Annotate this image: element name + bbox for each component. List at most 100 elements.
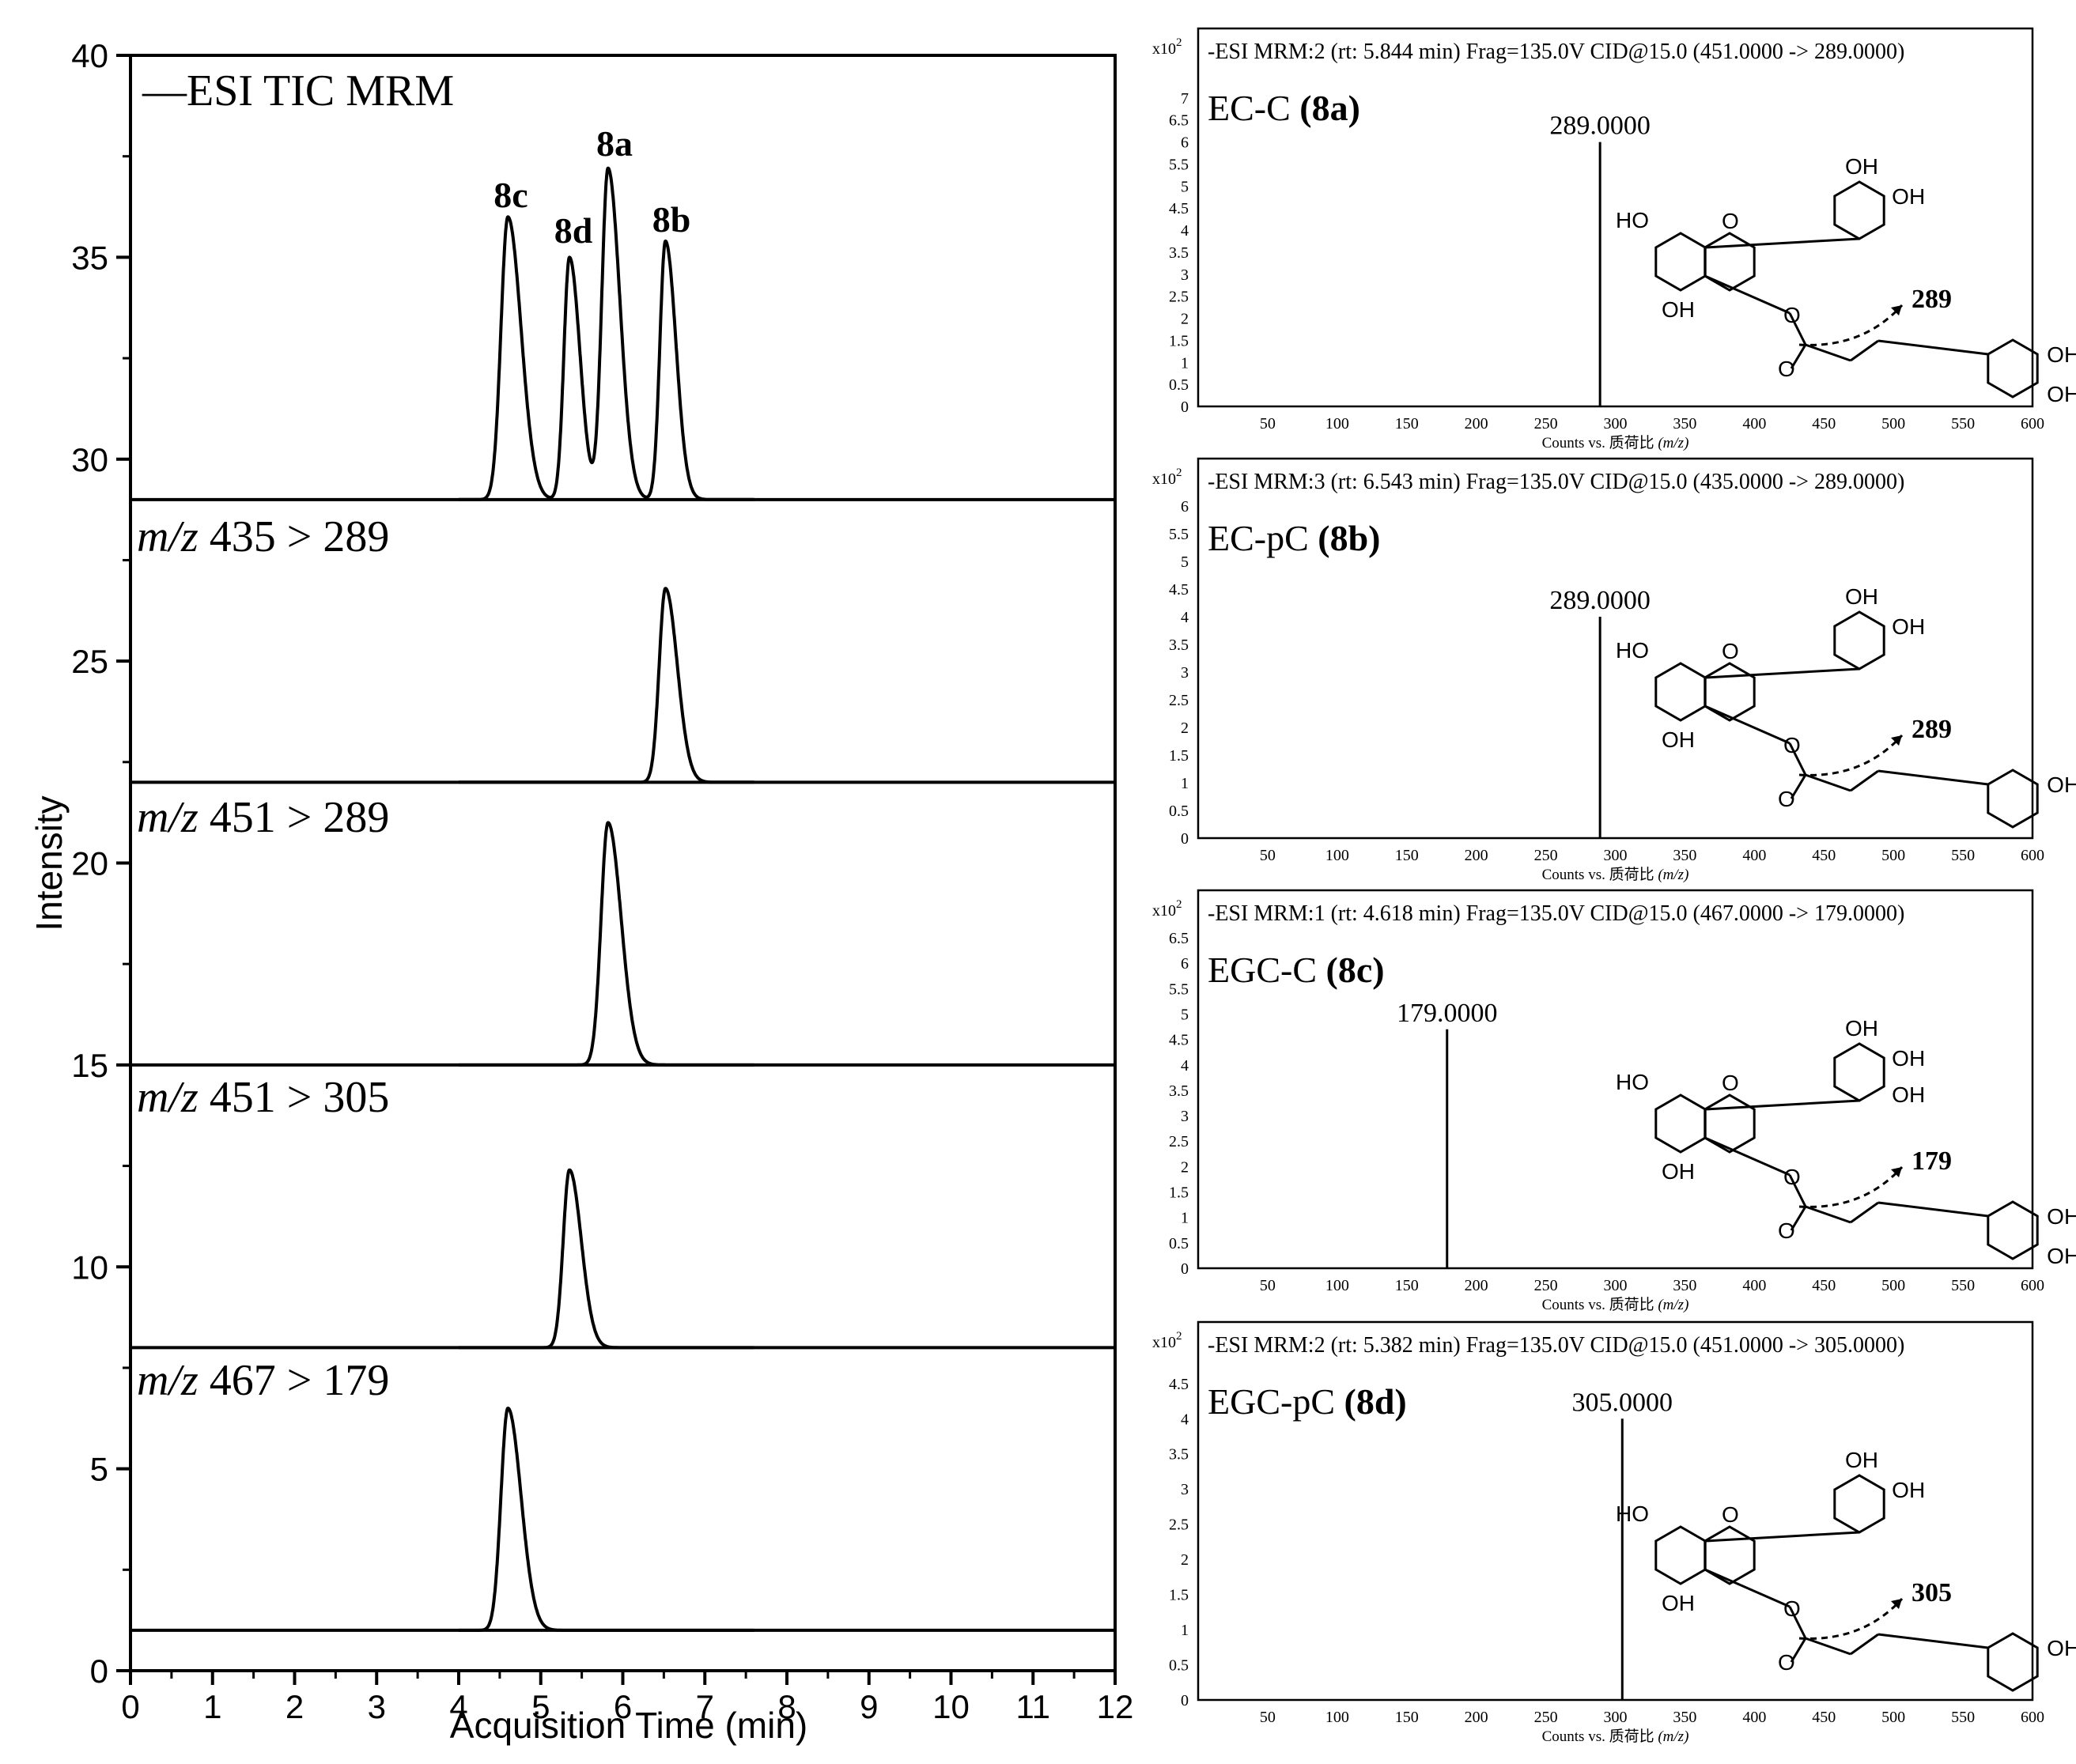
a-ring xyxy=(1654,232,1707,292)
spectrum-y-tick-label: 1.5 xyxy=(1169,1587,1189,1604)
carbonyl-oxygen-label: O xyxy=(1778,787,1795,811)
spectrum-header: -ESI MRM:2 (rt: 5.844 min) Frag=135.0V C… xyxy=(1208,40,1904,64)
x-tick-label: 1 xyxy=(203,1688,221,1725)
spectrum-x-tick-label: 500 xyxy=(1881,847,1905,864)
spectrum-y-tick-label: 4 xyxy=(1181,609,1189,626)
spectrum-y-tick-label: 3 xyxy=(1181,1481,1189,1498)
spectrum-x-tick-label: 300 xyxy=(1604,847,1628,864)
spectrum-y-tick-label: 2.5 xyxy=(1169,692,1189,709)
peak-label-8c: 8c xyxy=(493,175,528,215)
bond-line xyxy=(1877,1201,1989,1218)
compound-name: EGC-pC (8d) xyxy=(1208,1381,1407,1422)
fragmentation-arrow xyxy=(1798,1597,1904,1640)
trace-line xyxy=(457,1168,756,1350)
fragment-mass-label: 289 xyxy=(1912,715,1952,744)
spectrum-x-axis-label: Counts vs. 质荷比 (m/z) xyxy=(1542,1728,1689,1745)
spectrum-y-tick-label: 6.5 xyxy=(1169,930,1189,947)
ester-oxygen-label: O xyxy=(1783,303,1801,327)
spectrum-header: -ESI MRM:2 (rt: 5.382 min) Frag=135.0V C… xyxy=(1208,1333,1904,1358)
structure-atom-label: OH xyxy=(1892,184,1925,209)
spectrum-x-axis-label: Counts vs. 质荷比 (m/z) xyxy=(1542,1296,1689,1313)
x-tick-label: 3 xyxy=(368,1688,386,1725)
x-tick-label: 4 xyxy=(449,1688,467,1725)
spectrum-y-tick-label: 4.5 xyxy=(1169,1376,1189,1393)
fragmentation-arrow xyxy=(1798,304,1904,346)
structure-atom-label: OH xyxy=(1845,154,1878,179)
c-ring xyxy=(1704,1094,1756,1154)
spectrum-x-tick-label: 150 xyxy=(1395,1277,1419,1294)
spectrum-y-tick-label: 0 xyxy=(1181,1260,1189,1278)
spectrum-x-tick-label: 50 xyxy=(1260,1277,1276,1294)
spectrum-y-tick-label: 2 xyxy=(1181,1158,1189,1176)
spectrum-y-tick-label: 6 xyxy=(1181,955,1189,973)
y-tick-label: 30 xyxy=(71,441,108,478)
spectrum-y-tick-label: 3.5 xyxy=(1169,1082,1189,1100)
c-ring xyxy=(1704,662,1756,722)
x-tick-label: 6 xyxy=(614,1688,632,1725)
spectrum-header: -ESI MRM:1 (rt: 4.618 min) Frag=135.0V C… xyxy=(1208,901,1904,926)
spectrum-y-tick-label: 4.5 xyxy=(1169,1032,1189,1049)
spectrum-x-tick-label: 550 xyxy=(1951,415,1975,433)
spectrum-y-tick-label: 4 xyxy=(1181,1411,1189,1428)
bond-line xyxy=(1704,1136,1791,1177)
ester-oxygen-label: O xyxy=(1783,1596,1801,1621)
x-axis-ticks: 0 1 2 3 4 5 6 7 8 9 10 11 12 xyxy=(121,1671,1133,1725)
bond-line xyxy=(1850,1201,1879,1224)
carbonyl-oxygen-label: O xyxy=(1778,357,1795,381)
fragmentation-arrowhead xyxy=(1891,305,1902,315)
spectrum-y-tick-label: 2 xyxy=(1181,311,1189,328)
spectrum-x-tick-label: 100 xyxy=(1325,415,1349,433)
acyl-ring xyxy=(1987,338,2039,399)
structure-atom-label: OH xyxy=(2047,1244,2076,1268)
spectrum-y-tick-label: 0.5 xyxy=(1169,1235,1189,1252)
spectrum-x-tick-label: 500 xyxy=(1881,1709,1905,1726)
spectrum-x-tick-label: 200 xyxy=(1465,1709,1488,1726)
y-exponent-label: x102 xyxy=(1152,1330,1182,1351)
spectrum-x-tick-label: 50 xyxy=(1260,847,1276,864)
structure-atom-label: OH xyxy=(1662,297,1695,322)
spectrum-y-tick-label: 0.5 xyxy=(1169,376,1189,394)
spectrum-y-tick-label: 1 xyxy=(1181,775,1189,792)
y-tick-label: 10 xyxy=(71,1248,108,1286)
y-tick-label: 40 xyxy=(71,37,108,74)
fragment-mass-label: 179 xyxy=(1912,1146,1952,1176)
spectrum-y-tick-label: 1.5 xyxy=(1169,747,1189,765)
spectrum-y-tick-label: 5.5 xyxy=(1169,980,1189,998)
b-ring xyxy=(1833,180,1885,240)
c-ring xyxy=(1704,1525,1756,1585)
bond-line xyxy=(1850,339,1879,362)
x-tick-label: 11 xyxy=(1015,1688,1050,1725)
bond-line xyxy=(1790,774,1807,799)
structure-atom-label: OH xyxy=(1892,1478,1925,1502)
x-tick-label: 12 xyxy=(1097,1688,1134,1725)
spectrum-x-tick-label: 250 xyxy=(1534,1709,1558,1726)
spectrum-x-tick-label: 500 xyxy=(1881,1277,1905,1294)
a-ring xyxy=(1654,1094,1707,1154)
spectrum-x-tick-label: 150 xyxy=(1395,1709,1419,1726)
structure-atom-label: OH xyxy=(1845,1016,1878,1041)
spectrum-y-tick-label: 3 xyxy=(1181,266,1189,284)
y-tick-label: 20 xyxy=(71,845,108,882)
spectrum-y-tick-label: 3 xyxy=(1181,1108,1189,1125)
bond-line xyxy=(1704,1531,1860,1543)
c-ring xyxy=(1704,232,1756,292)
spectrum-x-tick-label: 350 xyxy=(1673,1277,1696,1294)
carbonyl-oxygen-label: O xyxy=(1778,1650,1795,1675)
spectrum-y-tick-label: 4 xyxy=(1181,222,1189,240)
spectrum-peak-label: 289.0000 xyxy=(1549,586,1651,615)
structure-atom-label: OH xyxy=(2047,1204,2076,1229)
spectrum-x-tick-label: 300 xyxy=(1604,1709,1628,1726)
spectrum-y-tick-label: 1 xyxy=(1181,1622,1189,1639)
x-tick-label: 8 xyxy=(777,1688,796,1725)
structure-atom-label: OH xyxy=(1845,1448,1878,1472)
fragmentation-arrow xyxy=(1798,1165,1904,1208)
y-exponent-label: x102 xyxy=(1152,36,1182,58)
bond-line xyxy=(1805,1637,1851,1656)
fragmentation-arrow xyxy=(1798,734,1904,776)
structure-atom-label: OH xyxy=(1662,727,1695,752)
structure-atom-label: OH xyxy=(2047,1636,2076,1660)
y-axis-ticks: 0 5 10 15 20 25 30 35 40 xyxy=(71,37,130,1690)
